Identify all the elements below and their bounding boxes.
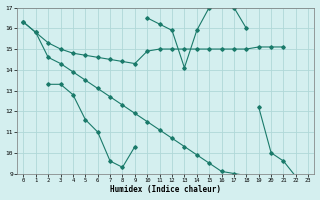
X-axis label: Humidex (Indice chaleur): Humidex (Indice chaleur) [110, 185, 221, 194]
